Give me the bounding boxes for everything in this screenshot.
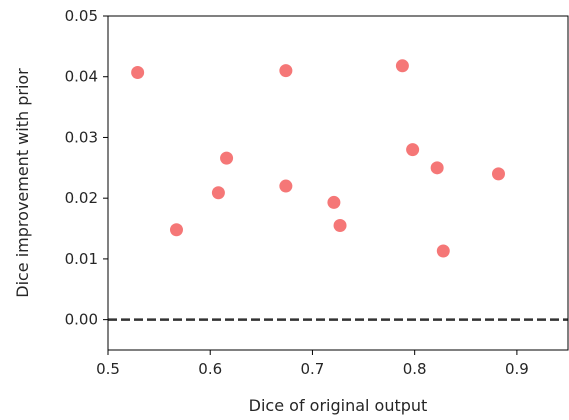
data-point <box>211 186 225 200</box>
data-point <box>327 195 341 209</box>
plot-frame <box>107 15 569 351</box>
y-tick-label: 0.02 <box>65 189 98 207</box>
y-tick-label: 0.01 <box>65 250 98 268</box>
data-point <box>436 244 450 258</box>
data-point <box>333 219 347 233</box>
x-tick-label: 0.7 <box>301 360 325 378</box>
y-tick-label: 0.05 <box>65 7 98 25</box>
data-point <box>279 179 293 193</box>
y-tick-label: 0.00 <box>65 311 98 329</box>
x-tick-label: 0.6 <box>198 360 222 378</box>
data-point <box>131 65 145 79</box>
y-axis-label: Dice improvement with prior <box>13 68 32 298</box>
x-tick-label: 0.8 <box>403 360 427 378</box>
points-layer <box>131 59 505 258</box>
y-axis-ticks: 0.00 0.01 0.02 0.03 0.04 0.05 <box>65 7 108 329</box>
x-axis-ticks: 0.5 0.6 0.7 0.8 0.9 <box>96 350 529 378</box>
data-point <box>406 143 420 157</box>
data-point <box>395 59 409 73</box>
y-tick-label: 0.03 <box>65 128 98 146</box>
data-point <box>491 167 505 181</box>
data-point <box>279 64 293 78</box>
x-tick-label: 0.9 <box>505 360 529 378</box>
data-point <box>430 161 444 175</box>
x-tick-label: 0.5 <box>96 360 120 378</box>
y-tick-label: 0.04 <box>65 68 98 86</box>
data-point <box>220 151 234 165</box>
data-point <box>169 223 183 237</box>
x-axis-label: Dice of original output <box>249 396 428 415</box>
